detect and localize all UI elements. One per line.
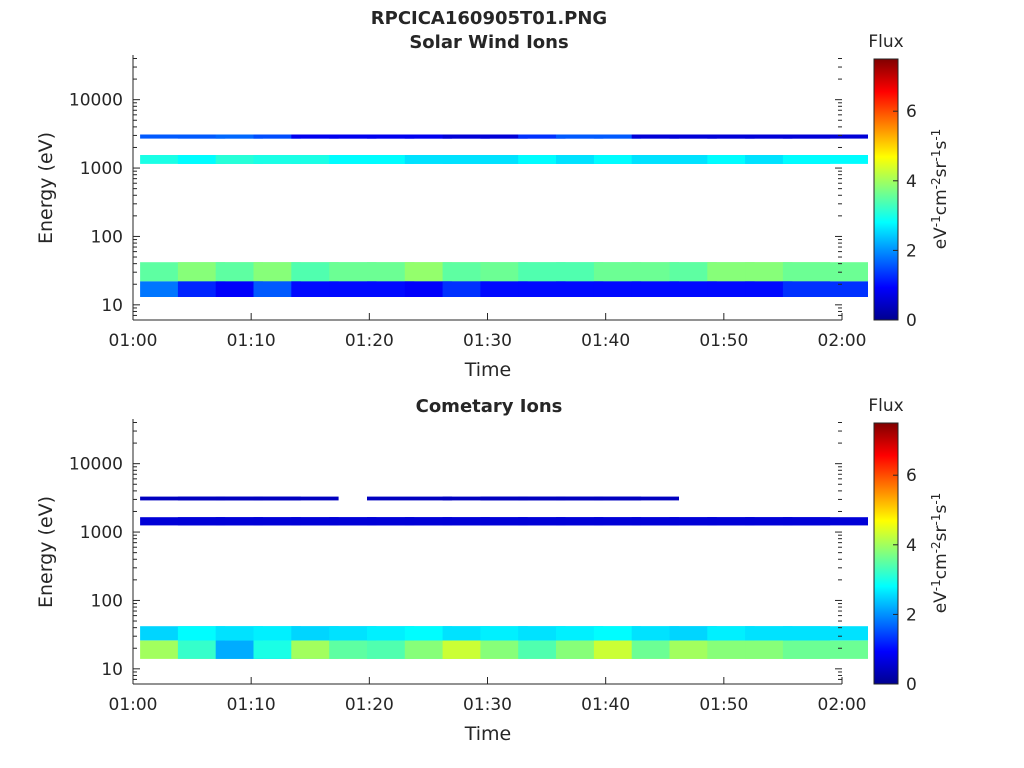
colorbar-tick-label: 0 <box>906 675 917 695</box>
heatmap-cell <box>782 281 868 297</box>
heatmap-cell <box>782 134 868 139</box>
heatmap-cell <box>782 155 868 164</box>
x-axis-label: Time <box>464 359 512 381</box>
y-tick-label: 10 <box>101 296 123 316</box>
panel-title: Solar Wind Ions <box>409 32 568 53</box>
heatmap-cells <box>140 134 868 297</box>
x-tick-label: 01:40 <box>581 695 630 715</box>
colorbar-title: Flux <box>868 396 903 416</box>
heatmap-cell <box>782 640 868 659</box>
heatmap-cell <box>782 517 868 526</box>
heatmap-cell <box>593 496 679 501</box>
y-axis-label: Energy (eV) <box>35 132 57 244</box>
x-axis-label: Time <box>464 723 512 745</box>
colorbar <box>873 58 899 321</box>
colorbar-title: Flux <box>868 32 903 52</box>
x-tick-label: 02:00 <box>818 331 867 351</box>
panel-title: Cometary Ions <box>416 396 563 417</box>
heatmap-cell <box>253 496 339 501</box>
colorbar-tick-label: 0 <box>906 311 917 331</box>
x-tick-label: 01:30 <box>463 695 512 715</box>
y-tick-label: 10000 <box>69 455 123 475</box>
colorbar <box>873 422 899 685</box>
x-tick-label: 01:50 <box>699 695 748 715</box>
x-tick-label: 01:50 <box>699 331 748 351</box>
x-tick-label: 01:40 <box>581 331 630 351</box>
heatmap-cells <box>140 496 868 659</box>
x-tick-label: 01:20 <box>345 695 394 715</box>
y-tick-label: 100 <box>91 591 123 611</box>
y-tick-label: 1000 <box>80 523 123 543</box>
y-axis-label: Energy (eV) <box>35 496 57 608</box>
colorbar-tick-label: 4 <box>906 536 917 556</box>
heatmap-cell <box>782 262 868 282</box>
heatmap-cell <box>367 496 453 501</box>
x-tick-label: 01:10 <box>227 695 276 715</box>
y-tick-label: 100 <box>91 227 123 247</box>
x-tick-label: 02:00 <box>818 695 867 715</box>
x-tick-label: 01:00 <box>109 695 158 715</box>
colorbar-tick-label: 6 <box>906 102 917 122</box>
colorbar-units: eV-1cm-2sr-1s-1 <box>929 129 951 250</box>
x-tick-label: 01:30 <box>463 331 512 351</box>
colorbar-tick-label: 6 <box>906 466 917 486</box>
heatmap-cell <box>782 626 868 641</box>
y-tick-label: 10 <box>101 660 123 680</box>
figure-title: RPCICA160905T01.PNG <box>371 8 607 29</box>
cometary-ions-panel: Cometary Ions Energy (eV) Time Flux eV-1… <box>35 396 951 745</box>
x-tick-label: 01:10 <box>227 331 276 351</box>
solar-wind-panel: Solar Wind Ions Energy (eV) Time Flux eV… <box>35 32 951 381</box>
y-tick-label: 10000 <box>69 91 123 111</box>
x-tick-label: 01:00 <box>109 331 158 351</box>
y-tick-label: 1000 <box>80 159 123 179</box>
x-tick-label: 01:20 <box>345 331 394 351</box>
colorbar-tick-label: 2 <box>906 605 917 625</box>
colorbar-units: eV-1cm-2sr-1s-1 <box>929 493 951 614</box>
colorbar-tick-label: 4 <box>906 172 917 192</box>
colorbar-tick-label: 2 <box>906 241 917 261</box>
